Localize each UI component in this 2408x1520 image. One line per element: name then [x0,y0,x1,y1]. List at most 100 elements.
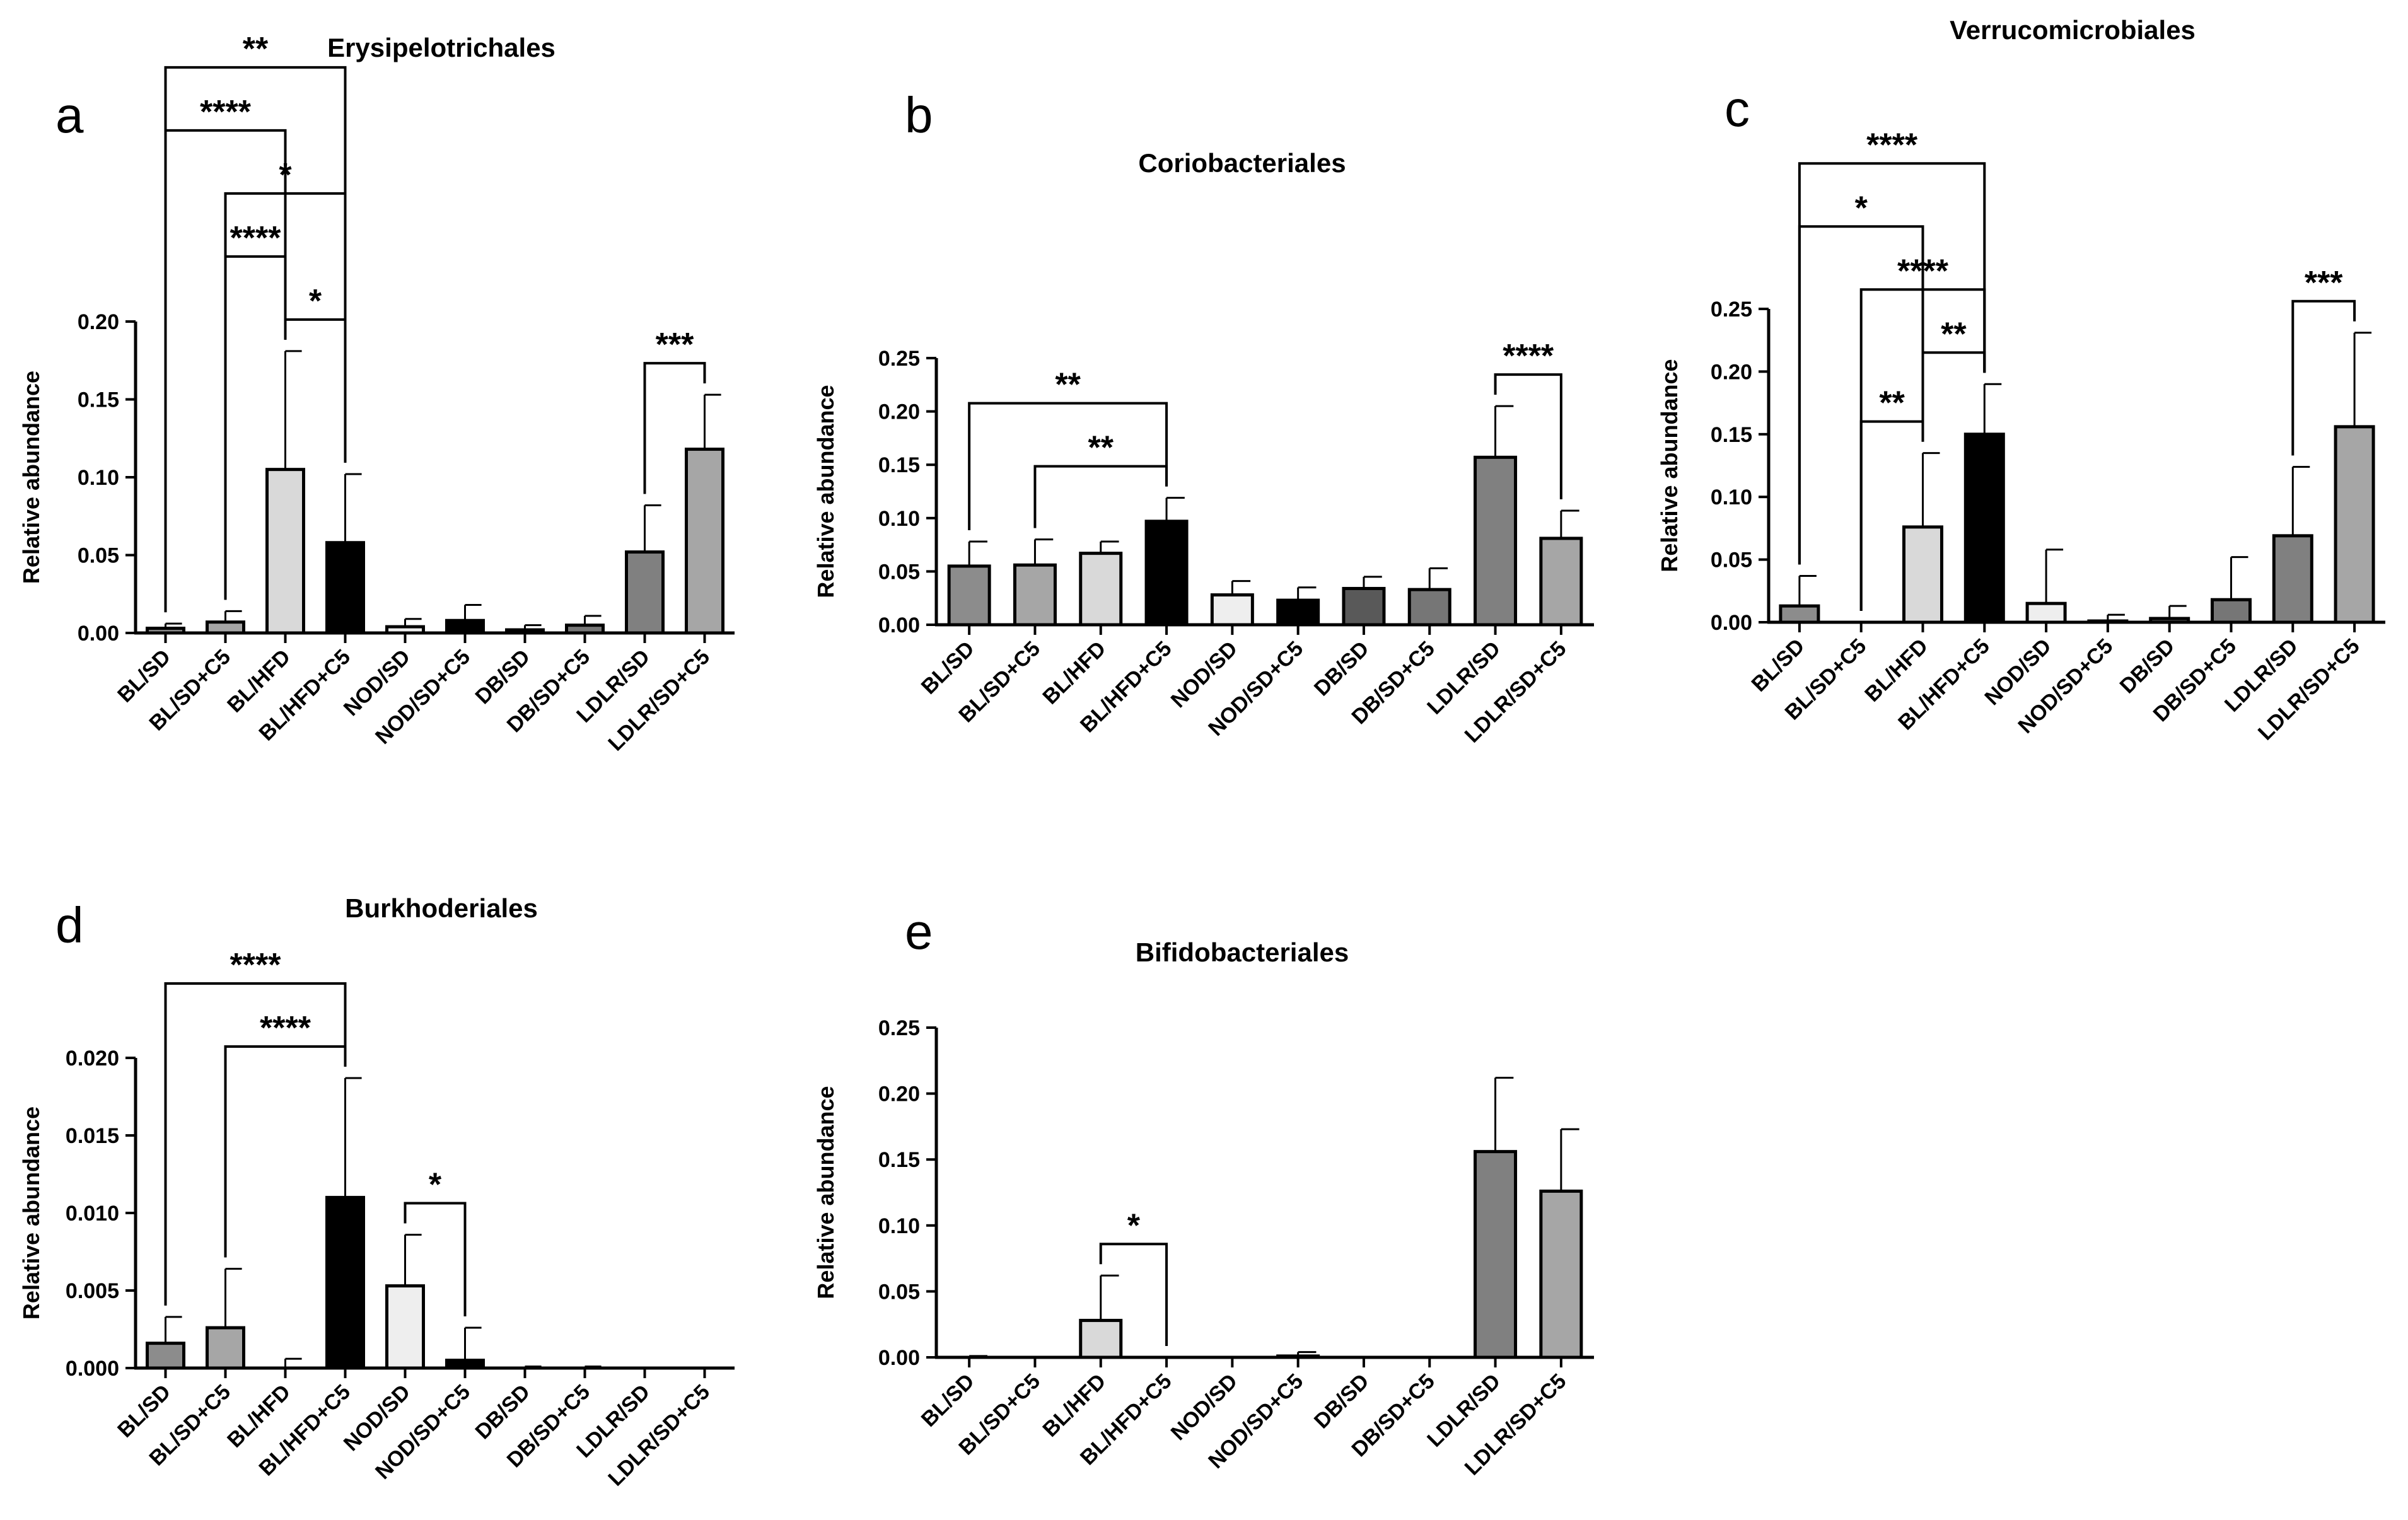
significance-label: ** [1879,385,1905,422]
chart-title: Erysipelotrichales [327,33,555,62]
y-tick-label: 0.020 [66,1047,119,1070]
y-tick-label: 0.15 [1711,423,1752,447]
panel-label: c [1725,81,1750,137]
significance-bracket [1921,351,1986,442]
bar [1276,1354,1320,1359]
bar [1963,432,2005,624]
x-category-label: BL/SD [917,1369,979,1432]
bar [947,564,991,627]
y-tick-label: 0.20 [878,400,920,424]
x-category-label: DB/SD [1310,637,1374,701]
significance-bracket [164,982,347,1306]
bar [505,628,545,635]
y-tick-label: 0.10 [878,507,920,531]
bar [2272,534,2313,624]
x-category-label: DB/SD [1310,1369,1374,1434]
bar [1210,593,1254,627]
bar [146,627,185,635]
y-tick-label: 0.20 [78,310,119,334]
bar [2149,617,2190,624]
bar [2211,598,2252,624]
y-axis-label: Relative abundance [1656,359,1682,572]
chart-title: Verrucomicrobiales [1950,15,2196,45]
bar [1079,1318,1123,1359]
significance-label: **** [260,1010,311,1047]
y-axis-label: Relative abundance [813,1086,839,1299]
significance-label: **** [230,220,282,257]
y-tick-label: 0.25 [1711,298,1752,322]
panel-b: b Coriobacteriales Relative abundance 0.00 0… [813,87,1594,748]
significance-label: ** [243,31,269,67]
significance-bracket [968,402,1168,531]
y-tick-label: 0.25 [878,1016,920,1040]
significance-label: **** [200,94,252,131]
significance-bracket [1798,225,1924,565]
significance-bracket [643,362,706,494]
y-axis-label: Relative abundance [18,1106,44,1320]
y-tick-label: 0.10 [1711,485,1752,509]
y-tick-label: 0.000 [66,1357,119,1381]
significance-bracket [1099,1243,1168,1346]
bar [265,468,305,635]
bar [2087,619,2129,624]
significance-bracket [1033,465,1168,528]
chart-title: Bifidobacteriales [1136,937,1349,967]
significance-bracket [1798,162,1986,565]
significance-bracket [164,129,287,613]
significance-label: * [1127,1207,1141,1244]
x-category-label: BL/SD [917,637,979,699]
significance-bracket [224,255,287,600]
y-tick-label: 0.05 [878,1280,920,1304]
significance-label: ** [1088,430,1114,467]
significance-bracket [404,1202,467,1317]
significance-label: *** [656,327,694,363]
significance-label: ** [1055,367,1081,403]
y-tick-label: 0.10 [878,1214,920,1238]
bar [445,1359,485,1370]
panel-e: e Bifidobacteriales Relative abundance 0.00… [813,903,1594,1480]
significance-label: * [309,283,322,320]
significance-label: * [429,1166,442,1203]
bar [2334,425,2375,624]
bar [685,448,724,635]
bar [1474,455,1518,627]
bar [1779,604,1820,624]
y-tick-label: 0.20 [878,1082,920,1106]
bar [146,1342,185,1370]
y-tick-label: 0.00 [78,622,119,646]
significance-bracket [1494,373,1562,499]
panel-a: a Erysipelotrichales Relative abundance 0.0… [18,31,735,756]
significance-label: **** [1866,127,1918,163]
y-tick-label: 0.015 [66,1124,119,1148]
significance-bracket [284,318,347,463]
bar [385,625,425,635]
bar [385,1284,425,1370]
bar [1342,586,1386,627]
panel-label: d [55,897,84,953]
bar [1539,537,1583,627]
y-tick-label: 0.15 [878,453,920,477]
bar [1539,1189,1583,1359]
bar [1079,552,1123,627]
bar [1144,519,1189,627]
bar [1407,588,1451,627]
chart-title: Burkhoderiales [345,893,538,923]
y-tick-label: 0.00 [878,613,920,637]
y-tick-label: 0.15 [878,1148,920,1172]
panel-d: d Burkhoderiales Relative abundance 0.000 0.… [18,893,735,1491]
bar [325,541,365,635]
significance-bracket [164,66,347,613]
y-tick-label: 0.05 [78,544,119,568]
y-tick-label: 0.25 [878,347,920,371]
y-axis-label: Relative abundance [813,385,839,598]
bar [625,550,665,635]
significance-label: **** [230,947,282,983]
bar [1013,563,1057,627]
panel-label: b [905,87,933,143]
bar [206,620,245,635]
bar [2025,601,2067,624]
y-tick-label: 0.05 [1711,548,1752,572]
bar [445,618,485,635]
bar [1474,1150,1518,1359]
